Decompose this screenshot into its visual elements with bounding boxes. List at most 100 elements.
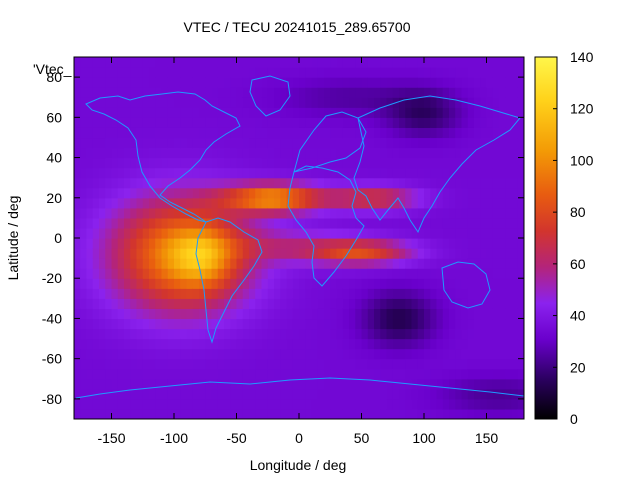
heatmap-cell bbox=[111, 238, 119, 249]
heatmap-cell bbox=[411, 57, 419, 68]
heatmap-cell bbox=[142, 157, 150, 169]
heatmap-cell bbox=[349, 258, 356, 269]
heatmap-cell bbox=[167, 288, 175, 299]
heatmap-cell bbox=[342, 348, 350, 360]
heatmap-cell bbox=[349, 278, 356, 289]
heatmap-cell bbox=[392, 137, 400, 149]
heatmap-cell bbox=[492, 97, 500, 108]
heatmap-cell bbox=[111, 217, 119, 229]
heatmap-cell bbox=[436, 258, 444, 269]
heatmap-cell bbox=[486, 258, 494, 269]
heatmap-cell bbox=[299, 388, 306, 400]
heatmap-cell bbox=[192, 147, 200, 159]
heatmap-cell bbox=[474, 398, 481, 410]
heatmap-cell bbox=[442, 197, 450, 209]
heatmap-cell bbox=[74, 358, 81, 370]
heatmap-cell bbox=[161, 298, 169, 309]
heatmap-cell bbox=[355, 358, 363, 370]
heatmap-cell bbox=[299, 107, 306, 118]
heatmap-cell bbox=[361, 137, 369, 149]
heatmap-cell bbox=[80, 77, 88, 88]
heatmap-cell bbox=[455, 227, 463, 239]
heatmap-cell bbox=[211, 187, 219, 199]
heatmap-cell bbox=[155, 368, 163, 380]
heatmap-cell bbox=[217, 328, 225, 340]
heatmap-cell bbox=[149, 278, 156, 289]
heatmap-cell bbox=[386, 268, 394, 279]
heatmap-cell bbox=[255, 298, 263, 309]
heatmap-cell bbox=[511, 127, 519, 139]
heatmap-cell bbox=[405, 388, 413, 400]
x-axis-title: Longitude / deg bbox=[250, 457, 347, 473]
heatmap-cell bbox=[117, 248, 125, 259]
heatmap-cell bbox=[474, 318, 481, 330]
heatmap-cell bbox=[480, 238, 488, 249]
heatmap-cell bbox=[474, 127, 481, 139]
heatmap-cell bbox=[217, 227, 225, 239]
coastline-overlay bbox=[75, 75, 524, 399]
series-legend-label: 'Vtec_ bbox=[33, 61, 72, 77]
heatmap-cell bbox=[367, 298, 375, 309]
heatmap-cell bbox=[517, 137, 524, 149]
heatmap-cell bbox=[342, 227, 350, 239]
heatmap-cell bbox=[205, 278, 213, 289]
heatmap-cell bbox=[305, 298, 313, 309]
heatmap-cell bbox=[374, 167, 381, 179]
heatmap-cell bbox=[474, 207, 481, 219]
heatmap-cell bbox=[92, 147, 100, 159]
heatmap-cell bbox=[299, 348, 306, 360]
heatmap-cell bbox=[211, 388, 219, 400]
heatmap-cell bbox=[242, 107, 250, 118]
heatmap-cell bbox=[249, 398, 256, 410]
heatmap-cell bbox=[124, 238, 131, 249]
heatmap-cell bbox=[192, 408, 200, 419]
heatmap-cell bbox=[467, 117, 475, 128]
heatmap-cell bbox=[492, 77, 500, 88]
heatmap-cell bbox=[467, 268, 475, 279]
heatmap-cell bbox=[261, 97, 269, 108]
heatmap-cell bbox=[124, 268, 131, 279]
heatmap-cell bbox=[249, 127, 256, 139]
heatmap-cell bbox=[330, 217, 338, 229]
heatmap-cell bbox=[499, 207, 506, 219]
heatmap-cell bbox=[236, 318, 244, 330]
heatmap-cell bbox=[480, 248, 488, 259]
heatmap-cell bbox=[311, 117, 319, 128]
heatmap-cell bbox=[274, 147, 281, 159]
heatmap-cell bbox=[130, 127, 138, 139]
heatmap-cell bbox=[461, 318, 469, 330]
heatmap-cell bbox=[449, 288, 456, 299]
heatmap-cell bbox=[211, 77, 219, 88]
heatmap-cell bbox=[305, 238, 313, 249]
heatmap-cell bbox=[74, 167, 81, 179]
heatmap-cell bbox=[474, 137, 481, 149]
heatmap-cell bbox=[286, 278, 294, 289]
heatmap-cell bbox=[124, 398, 131, 410]
heatmap-cell bbox=[461, 288, 469, 299]
heatmap-cell bbox=[361, 187, 369, 199]
heatmap-cell bbox=[280, 87, 288, 98]
heatmap-cell bbox=[217, 157, 225, 169]
heatmap-cell bbox=[417, 348, 425, 360]
heatmap-cell bbox=[211, 368, 219, 380]
heatmap-cell bbox=[86, 398, 94, 410]
heatmap-cell bbox=[105, 328, 113, 340]
heatmap-cell bbox=[492, 248, 500, 259]
heatmap-cell bbox=[486, 268, 494, 279]
heatmap-cell bbox=[499, 368, 506, 380]
heatmap-cell bbox=[392, 268, 400, 279]
heatmap-cell bbox=[424, 187, 431, 199]
heatmap-cell bbox=[99, 197, 106, 209]
heatmap-cell bbox=[424, 348, 431, 360]
heatmap-cell bbox=[424, 408, 431, 419]
heatmap-cell bbox=[399, 238, 406, 249]
heatmap-cell bbox=[517, 57, 524, 68]
x-tick-label: 0 bbox=[295, 430, 303, 446]
heatmap-cell bbox=[205, 167, 213, 179]
heatmap-cell bbox=[499, 57, 506, 68]
heatmap-cell bbox=[117, 167, 125, 179]
heatmap-cell bbox=[149, 328, 156, 340]
heatmap-cell bbox=[486, 127, 494, 139]
heatmap-cell bbox=[267, 378, 275, 390]
heatmap-cell bbox=[299, 147, 306, 159]
